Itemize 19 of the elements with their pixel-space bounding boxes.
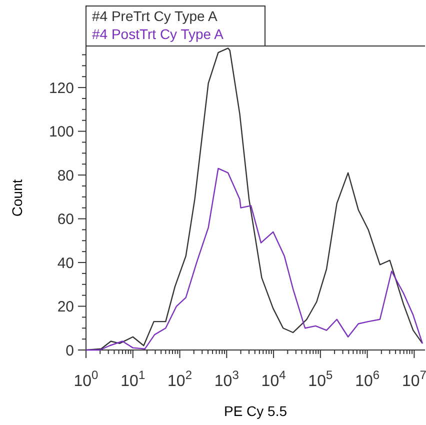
text: #4 PostTrt Cy Type A [92,26,224,42]
x-tick-label: 10$^{1}$ [120,368,146,390]
y-tick-label: 80 [57,167,74,184]
x-tick-label: 10$^{6}$ [355,368,380,390]
x-tick-label: 10$^{2}$ [168,368,192,390]
x-tick-label: 10$^{4}$ [261,368,286,390]
y-tick-label: 40 [57,254,74,272]
y-tick-label: 100 [48,124,74,141]
y-tick-label: 0 [66,342,74,360]
y-tick-label: 120 [48,80,74,97]
series-label: #4 PreTrt Cy Type A [92,8,218,24]
y-axis-title: Count [9,179,25,217]
x-tick-label: 10$^{5}$ [308,368,333,390]
y-tick-label: 60 [57,211,74,228]
x-tick-label: 10$^{0}$ [74,368,99,390]
x-axis-title: PE Cy 5.5 [224,403,288,419]
x-tick-label: 10$^{3}$ [214,368,240,390]
y-tick-label: 20 [57,298,74,316]
x-tick-label: 10$^{7}$ [402,368,426,390]
